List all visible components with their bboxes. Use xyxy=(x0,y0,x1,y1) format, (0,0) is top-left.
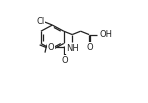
Text: NH: NH xyxy=(66,44,79,53)
Text: OH: OH xyxy=(100,30,113,39)
Text: Cl: Cl xyxy=(36,17,45,26)
Text: O: O xyxy=(61,56,68,65)
Text: O: O xyxy=(47,43,54,52)
Text: O: O xyxy=(86,43,93,52)
